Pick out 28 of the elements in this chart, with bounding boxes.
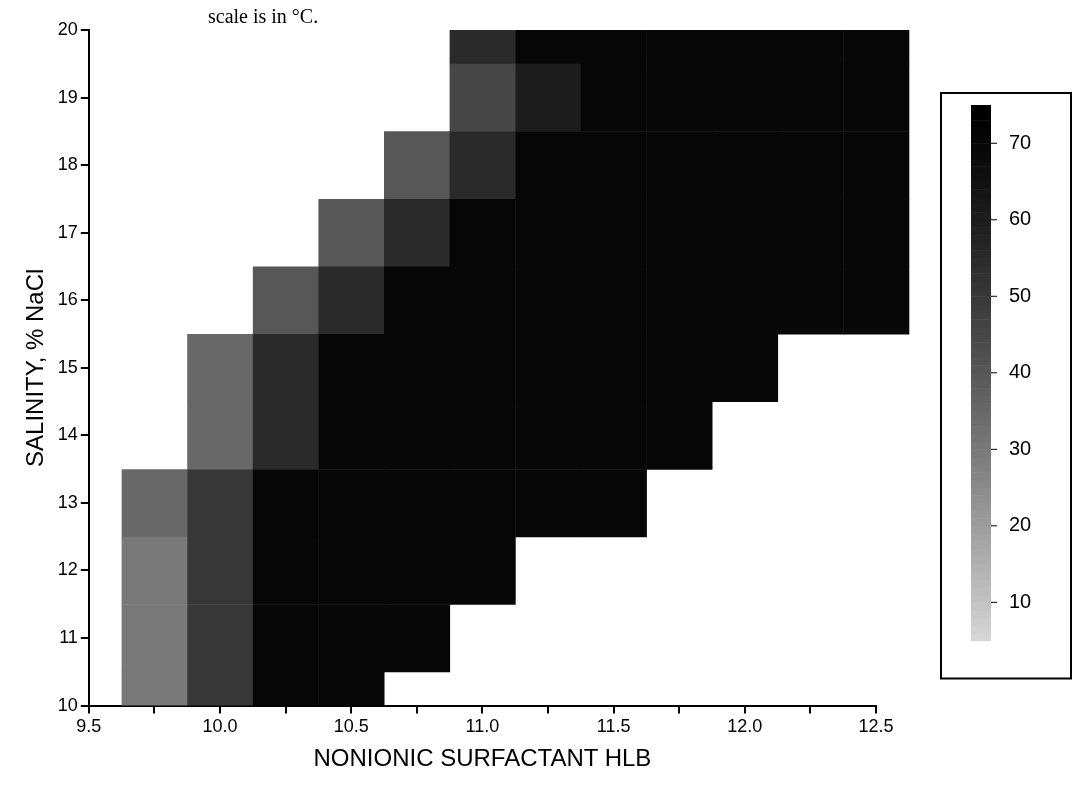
color-bar-label: 50 <box>1009 283 1032 306</box>
x-axis-title: NONIONIC SURFACTANT HLB <box>313 744 652 772</box>
x-tick-label: 10.0 <box>202 716 238 737</box>
x-tick-label: 12.5 <box>858 716 894 737</box>
color-bar-label: 40 <box>1009 360 1032 383</box>
x-tick-label: 11.0 <box>465 716 500 737</box>
x-tick-label: 10.5 <box>333 716 369 737</box>
x-tick-label: 9.5 <box>76 716 102 737</box>
y-tick-label: 16 <box>57 289 78 310</box>
x-tick-label: 11.5 <box>596 716 631 737</box>
color-bar-label: 20 <box>1009 513 1032 536</box>
color-bar-label: 70 <box>1009 130 1032 153</box>
y-tick-label: 19 <box>57 86 78 107</box>
y-tick-label: 17 <box>57 221 78 242</box>
y-axis-title: SALINITY, % NaCl <box>21 268 49 467</box>
y-tick-label: 11 <box>59 627 78 648</box>
y-tick-label: 20 <box>57 18 78 39</box>
color-bar-label: 60 <box>1009 207 1032 230</box>
y-tick-label: 14 <box>57 424 78 445</box>
x-tick-label: 12.0 <box>727 716 763 737</box>
color-bar-label: 30 <box>1009 436 1032 459</box>
y-tick-label: 15 <box>57 356 78 377</box>
y-tick-label: 10 <box>57 694 78 715</box>
y-tick-label: 13 <box>57 491 78 512</box>
text: scale is in °C. <box>208 5 319 28</box>
y-tick-label: 18 <box>57 154 78 175</box>
y-tick-label: 12 <box>57 559 78 580</box>
color-bar-label: 10 <box>1009 589 1032 612</box>
